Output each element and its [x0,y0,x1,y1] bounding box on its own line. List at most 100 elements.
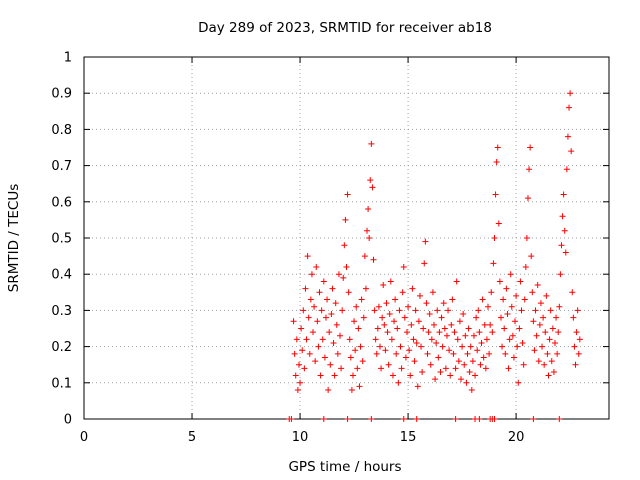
data-point [345,289,352,296]
data-point [407,372,414,379]
data-point [409,285,416,292]
data-point [492,191,499,198]
data-point [330,339,337,346]
data-point [528,253,535,260]
x-tick-label: 10 [292,430,309,445]
data-point [478,339,485,346]
data-point [369,184,376,191]
chart-title: Day 289 of 2023, SRMTID for receiver ab1… [198,20,492,36]
data-point [402,354,409,361]
data-point [320,416,327,422]
data-point [361,253,368,260]
data-point [501,325,508,332]
data-point [357,343,364,350]
data-point [406,347,413,354]
data-point [560,191,567,198]
data-point [314,318,321,325]
data-point [530,416,537,422]
data-points [286,90,583,422]
data-point [483,336,490,343]
data-point [570,314,577,321]
data-point [321,354,328,361]
data-point [317,372,324,379]
data-point [299,347,306,354]
data-point [566,104,573,111]
y-tick-label: 0.2 [51,340,72,355]
data-point [533,332,540,339]
data-point [329,285,336,292]
data-point [290,318,297,325]
data-point [548,358,555,365]
data-point [410,336,417,343]
data-point [453,278,460,285]
data-point [531,347,538,354]
data-point [459,343,466,350]
data-point [550,368,557,375]
data-point [353,303,360,310]
data-point [557,271,564,278]
data-point [465,325,472,332]
data-point [334,350,341,357]
data-point [534,282,541,289]
data-point [403,329,410,336]
data-point [487,321,494,328]
data-point [546,336,553,343]
data-point [291,350,298,357]
x-tick-label: 20 [508,430,525,445]
data-point [400,263,407,270]
data-point [475,307,482,314]
data-point [529,289,536,296]
data-point [400,416,407,422]
data-point [445,307,452,314]
data-point [509,332,516,339]
data-point [318,307,325,314]
data-point [368,416,375,422]
data-point [332,300,339,307]
data-point [375,303,382,310]
data-point [462,332,469,339]
data-point [532,307,539,314]
data-point [391,318,398,325]
data-point [337,332,344,339]
data-point [306,350,313,357]
data-point [473,314,480,321]
data-point [443,332,450,339]
data-point [434,307,441,314]
data-point [555,329,562,336]
data-point [489,329,496,336]
data-point [512,318,519,325]
data-point [368,140,375,147]
data-point [365,206,372,213]
data-point [343,263,350,270]
data-point [292,372,299,379]
data-point [413,339,420,346]
data-point [413,416,420,422]
data-point [433,339,440,346]
data-point [436,329,443,336]
data-point [507,271,514,278]
data-point [423,300,430,307]
data-point [505,365,512,372]
data-point [367,177,374,184]
data-point [356,383,363,390]
data-point [387,278,394,285]
data-point [524,195,531,202]
data-point [308,271,315,278]
data-point [491,416,498,422]
data-point [535,358,542,365]
data-point [543,292,550,299]
data-point [340,274,347,281]
data-point [421,260,428,267]
y-tick-label: 0.7 [51,159,72,174]
plot-frame [83,56,610,420]
data-point [418,343,425,350]
grid-lines [84,57,609,419]
data-point [474,347,481,354]
data-point [399,289,406,296]
data-point [572,361,579,368]
data-point [495,220,502,227]
data-point [429,289,436,296]
data-point [427,361,434,368]
data-point [344,191,351,198]
data-point [303,336,310,343]
